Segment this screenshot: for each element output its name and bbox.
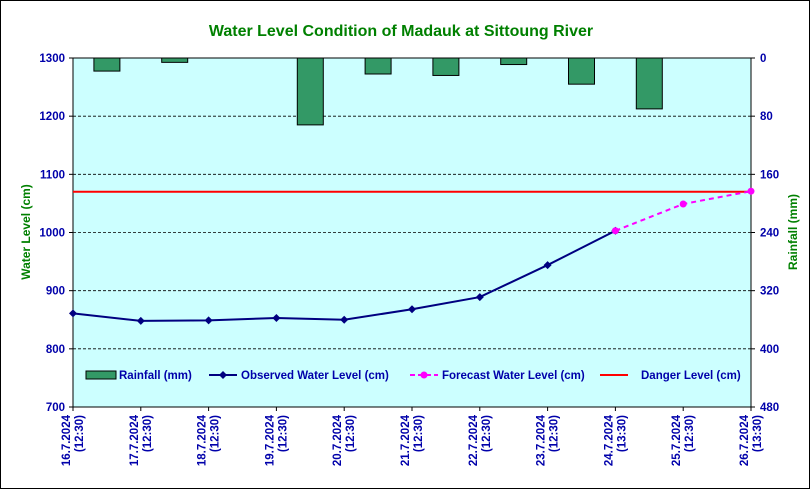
y-tick-label-left: 1200 (39, 111, 65, 123)
y-tick-label-left: 900 (46, 286, 65, 298)
rainfall-bar (635, 57, 663, 110)
y-tick-label-right: 400 (760, 344, 779, 356)
observed-point (340, 315, 349, 324)
x-tick-label-date: 20.7.2024 (332, 414, 344, 466)
x-tick-label-date: 16.7.2024 (61, 414, 73, 466)
observed-point (475, 293, 484, 302)
rainfall-bar (500, 57, 528, 66)
y-axis-label-left: Water Level (cm) (19, 184, 33, 280)
y-tick-label-right: 240 (760, 228, 779, 240)
y-tick-label-left: 1300 (39, 53, 65, 65)
x-tick-label-date: 18.7.2024 (197, 414, 209, 466)
x-tick-label-date: 26.7.2024 (739, 414, 751, 466)
x-tick-label-date: 23.7.2024 (536, 414, 548, 466)
x-tick-label-time: (12:30) (345, 415, 357, 452)
legend-label-observed: Observed Water Level (cm) (241, 370, 389, 382)
y-tick-label-right: 480 (760, 402, 779, 414)
chart-title: Water Level Condition of Madauk at Sitto… (209, 23, 593, 40)
rainfall-bar (296, 57, 324, 126)
gridlines (73, 115, 751, 350)
left-axis-ticks: 700 800 900 1000 1100 1200 1300 (39, 53, 73, 414)
x-tick-label-date: 21.7.2024 (400, 414, 412, 466)
y-tick-label-right: 80 (760, 111, 773, 123)
rainfall-bar (432, 57, 460, 76)
right-axis-ticks: 0 80 160 240 320 400 480 (751, 53, 779, 414)
observed-point (408, 305, 416, 314)
legend-label-forecast: Forecast Water Level (cm) (442, 370, 585, 382)
forecast-point (679, 200, 687, 208)
y-tick-label-right: 160 (760, 169, 779, 181)
rainfall-bar (93, 57, 121, 72)
y-tick-label-right: 0 (760, 53, 766, 65)
legend-marker-forecast (420, 371, 428, 379)
y-tick-label-left: 1100 (40, 169, 65, 181)
x-tick-label-time: (12:30) (142, 415, 154, 452)
x-tick-label-time: (12:30) (481, 415, 493, 452)
x-tick-label-time: (12:30) (413, 415, 425, 452)
x-tick-label-date: 25.7.2024 (671, 414, 683, 466)
x-tick-label-date: 24.7.2024 (603, 414, 615, 466)
observed-point (69, 309, 77, 318)
x-tick-label-time: (13:30) (616, 415, 628, 452)
rainfall-bar (568, 57, 595, 85)
legend-label-rainfall: Rainfall (mm) (119, 370, 192, 382)
observed-point (204, 316, 213, 325)
forecast-point (747, 187, 755, 195)
x-tick-label-time: (12:30) (684, 415, 696, 452)
observed-point (136, 316, 145, 325)
observed-point (543, 261, 552, 270)
x-tick-label-date: 19.7.2024 (264, 414, 276, 466)
y-tick-label-left: 700 (46, 402, 65, 414)
y-tick-label-left: 1000 (39, 228, 65, 240)
x-tick-label-time: (12:30) (277, 415, 289, 452)
y-tick-label-right: 320 (760, 286, 779, 298)
x-tick-label-time: (12:30) (74, 415, 86, 452)
y-tick-label-left: 800 (46, 344, 65, 356)
x-tick-label-time: (12:30) (210, 415, 222, 452)
water-level-lines (69, 187, 755, 325)
legend-marker-observed (219, 371, 227, 379)
y-axis-label-right: Rainfall (mm) (786, 194, 800, 270)
legend-label-danger: Danger Level (cm) (641, 370, 741, 382)
x-tick-label-date: 22.7.2024 (468, 414, 480, 466)
x-tick-label-date: 17.7.2024 (129, 414, 141, 466)
rainfall-bar (364, 57, 392, 75)
x-tick-label-time: (13:30) (752, 415, 764, 452)
legend-swatch-rainfall (85, 370, 117, 380)
rainfall-bars (93, 57, 663, 126)
forecast-point (611, 227, 619, 235)
observed-point (272, 314, 281, 323)
x-tick-label-time: (12:30) (549, 415, 561, 452)
legend: Rainfall (mm) Observed Water Level (cm) Fo… (85, 370, 741, 382)
x-axis-ticks: 16.7.2024 (12:30) 17.7.2024 (12:30) 18.7.202… (61, 407, 764, 466)
rainfall-bar (161, 57, 189, 63)
